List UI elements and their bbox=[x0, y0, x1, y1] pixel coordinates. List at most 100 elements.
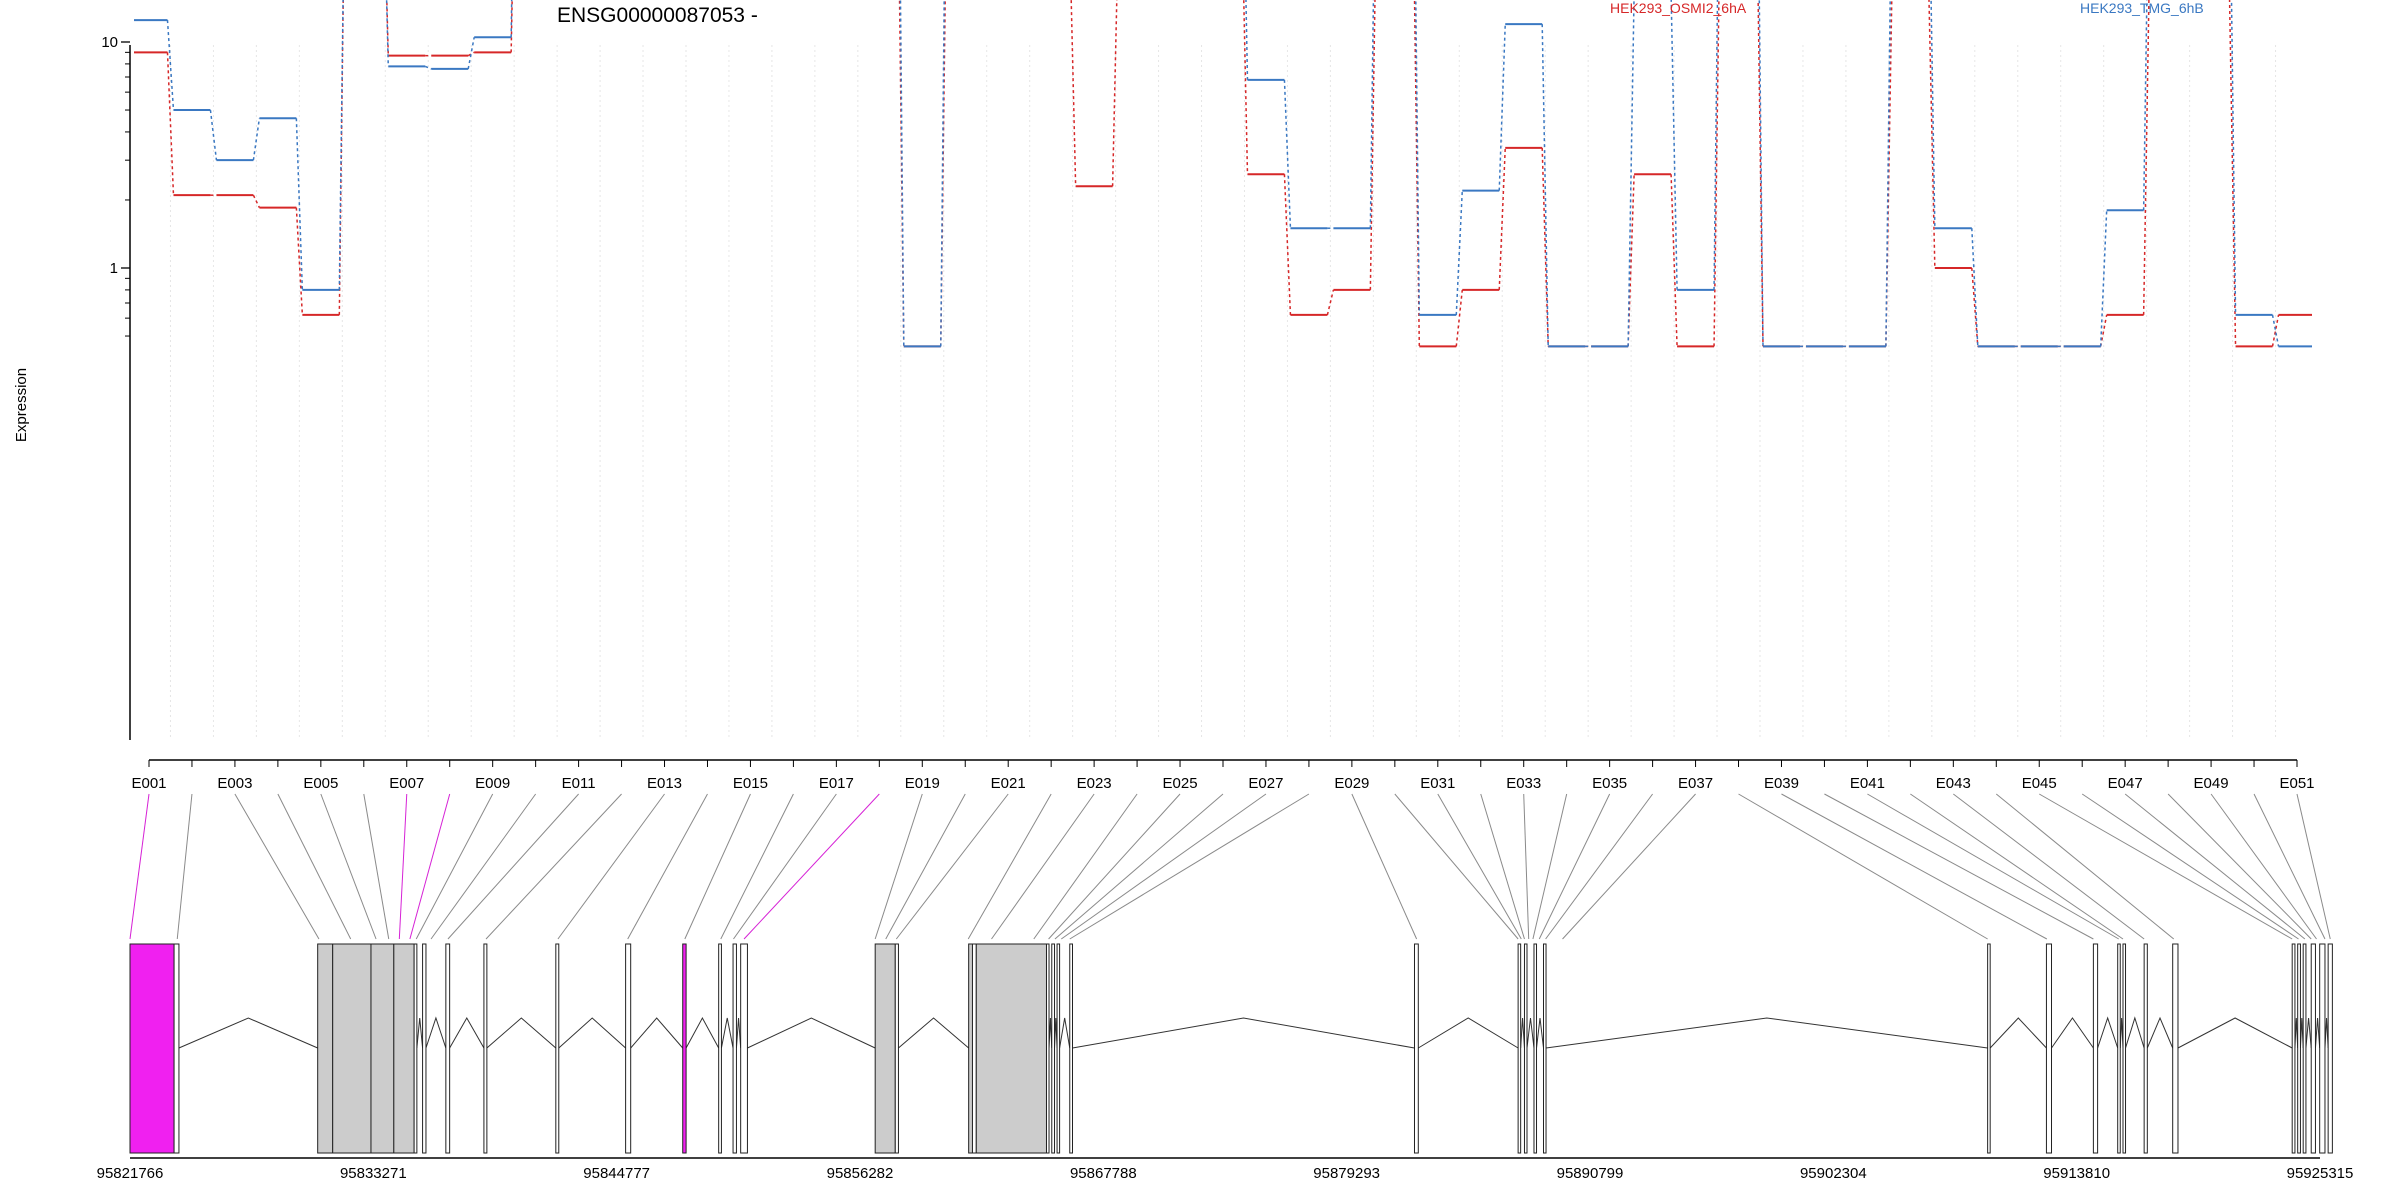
intron-line bbox=[1059, 1017, 1071, 1049]
coordinate-label: 95902304 bbox=[1800, 1165, 1867, 1182]
x-tick-label: E003 bbox=[217, 775, 252, 792]
series-connector bbox=[899, 0, 905, 347]
series-lines bbox=[134, 0, 2312, 348]
connector-line bbox=[874, 793, 923, 940]
exon-box bbox=[2310, 943, 2316, 1154]
exon-box bbox=[2045, 943, 2053, 1154]
intron-line bbox=[1545, 1017, 1988, 1049]
x-tick-label: E013 bbox=[647, 775, 682, 792]
exon-box bbox=[1413, 943, 1419, 1154]
exon-box bbox=[1517, 943, 1522, 1154]
series-connector bbox=[424, 65, 432, 70]
exon-box bbox=[2117, 943, 2121, 1154]
connector-line bbox=[1437, 793, 1522, 940]
coordinate-label: 95867788 bbox=[1070, 1165, 1137, 1182]
connector-line bbox=[1069, 793, 1310, 940]
x-tick-label: E051 bbox=[2279, 775, 2314, 792]
connector-line bbox=[447, 793, 579, 940]
series-connector bbox=[2230, 0, 2237, 315]
x-tick-label: E021 bbox=[991, 775, 1026, 792]
series-connector bbox=[2271, 314, 2280, 347]
intron-line bbox=[2305, 1017, 2312, 1049]
x-tick-label: E037 bbox=[1678, 775, 1713, 792]
exon-box bbox=[1045, 943, 1050, 1154]
series-connector bbox=[940, 0, 945, 347]
series-connector bbox=[1627, 174, 1635, 347]
exon-boxes bbox=[129, 943, 2333, 1154]
series-connector bbox=[1455, 190, 1464, 315]
series-connector bbox=[295, 118, 304, 290]
exon-box bbox=[555, 943, 560, 1154]
connector-line bbox=[430, 793, 537, 940]
x-tick-label: E025 bbox=[1163, 775, 1198, 792]
series-connector bbox=[1670, 174, 1678, 347]
legend-entry-osmi2: HEK293_OSMI2_6hA bbox=[1610, 0, 1747, 16]
intron-line bbox=[486, 1017, 557, 1049]
intron-line bbox=[2324, 1017, 2329, 1049]
y-tick-label: 1 bbox=[110, 260, 118, 277]
exon-box bbox=[2172, 943, 2179, 1154]
intron-line bbox=[898, 1017, 969, 1049]
exon-box bbox=[2297, 943, 2301, 1154]
exon-box bbox=[445, 943, 451, 1154]
connector-line bbox=[398, 793, 408, 940]
connector-line bbox=[1995, 793, 2175, 940]
chart-title: ENSG00000087053 - bbox=[557, 4, 758, 27]
intron-line bbox=[2097, 1016, 2119, 1049]
x-tick-label: E041 bbox=[1850, 775, 1885, 792]
connector-line bbox=[2124, 793, 2306, 940]
x-tick-label: E049 bbox=[2194, 775, 2229, 792]
series-connector bbox=[252, 194, 261, 208]
series-connector bbox=[1971, 228, 1979, 347]
connector-line bbox=[684, 793, 751, 940]
connector-line bbox=[1061, 793, 1267, 940]
series-connector bbox=[1498, 24, 1506, 191]
connector-line bbox=[1781, 793, 2048, 940]
exon-box bbox=[393, 943, 415, 1154]
connector-line bbox=[2253, 793, 2326, 940]
series-connector bbox=[1971, 267, 1979, 347]
exon-box bbox=[1542, 943, 1547, 1154]
intron-line bbox=[1526, 1017, 1535, 1049]
x-tick-label: E017 bbox=[819, 775, 854, 792]
exon-box bbox=[332, 943, 372, 1154]
connector-line bbox=[895, 793, 1009, 940]
series-connector bbox=[1885, 0, 1893, 347]
x-tick-label: E029 bbox=[1334, 775, 1369, 792]
series-connector bbox=[1243, 0, 1249, 175]
connector-line bbox=[885, 793, 966, 940]
series-connector bbox=[2228, 0, 2237, 347]
exon-box bbox=[975, 943, 1047, 1154]
series-connector bbox=[166, 52, 175, 196]
series-HEK293_TMG_6hB bbox=[134, 0, 2312, 348]
connector-line bbox=[1562, 793, 1696, 940]
series-connector bbox=[2099, 210, 2108, 347]
intron-line bbox=[558, 1017, 626, 1049]
exon-box bbox=[1533, 943, 1538, 1154]
intron-line bbox=[1989, 1017, 2047, 1049]
connector-line bbox=[1054, 793, 1224, 940]
connector-line bbox=[234, 793, 320, 940]
y-axis-label: Expression bbox=[13, 368, 30, 442]
intron-line bbox=[1520, 1017, 1525, 1049]
connector-line bbox=[1824, 793, 2094, 940]
x-tick-label: E033 bbox=[1506, 775, 1541, 792]
x-tick-marks bbox=[148, 760, 2298, 767]
coordinate-label: 95925315 bbox=[2287, 1165, 2354, 1182]
exon-box bbox=[732, 943, 737, 1154]
x-tick-label: E031 bbox=[1420, 775, 1455, 792]
exon-box bbox=[740, 943, 748, 1154]
connector-line bbox=[1953, 793, 2145, 940]
intron-line bbox=[2146, 1016, 2174, 1049]
connector-line bbox=[1538, 793, 1611, 940]
series-connector bbox=[2099, 314, 2108, 347]
intron-line bbox=[449, 1016, 485, 1049]
x-tick-label: E023 bbox=[1077, 775, 1112, 792]
exon-box bbox=[129, 943, 175, 1154]
exon-box bbox=[2143, 943, 2148, 1154]
x-tick-label: E027 bbox=[1248, 775, 1283, 792]
intron-line bbox=[416, 1017, 424, 1049]
exon-box bbox=[370, 943, 395, 1154]
series-connector bbox=[1415, 0, 1421, 315]
